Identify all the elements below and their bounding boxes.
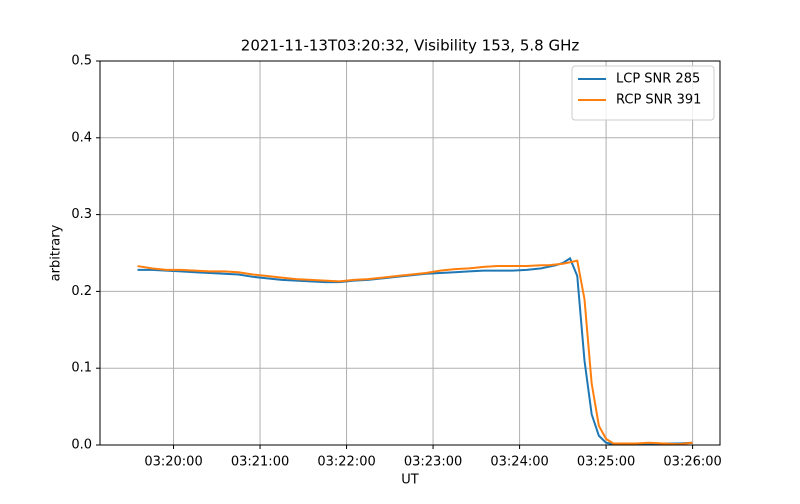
y-tick-label: 0.1: [71, 361, 92, 376]
chart-title: 2021-11-13T03:20:32, Visibility 153, 5.8…: [241, 37, 580, 55]
y-tick-label: 0.0: [71, 438, 92, 453]
legend-label: RCP SNR 391: [616, 93, 701, 108]
y-tick-label: 0.2: [71, 284, 92, 299]
plot-frame: [99, 60, 721, 446]
x-tick-label: 03:26:00: [663, 455, 721, 470]
x-tick-label: 03:23:00: [404, 455, 462, 470]
x-tick-label: 03:24:00: [490, 455, 548, 470]
y-axis-label: arbitrary: [49, 224, 64, 281]
y-tick-label: 0.5: [71, 54, 92, 69]
y-tick-label: 0.4: [71, 130, 92, 145]
data-line: [137, 256, 693, 446]
x-tick-label: 03:25:00: [577, 455, 635, 470]
y-tick-label: 0.3: [71, 207, 92, 222]
x-axis-label: UT: [401, 473, 419, 488]
data-line: [137, 259, 693, 446]
legend-box: [571, 65, 715, 121]
x-tick-label: 03:22:00: [317, 455, 375, 470]
legend-label: LCP SNR 285: [616, 72, 700, 87]
x-tick-label: 03:20:00: [144, 455, 202, 470]
x-tick-label: 03:21:00: [231, 455, 289, 470]
